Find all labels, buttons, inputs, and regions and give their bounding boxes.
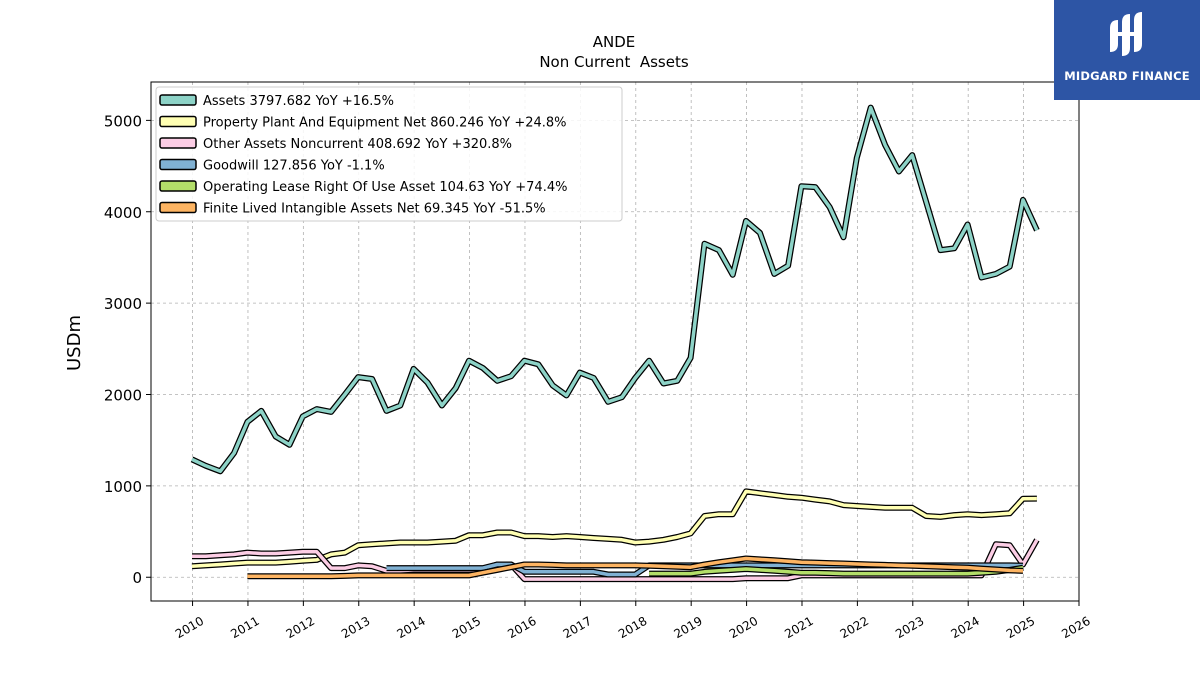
legend-label: Finite Lived Intangible Assets Net 69.34… bbox=[203, 202, 546, 217]
legend-swatch bbox=[159, 115, 197, 128]
x-tick-label: 2017 bbox=[561, 614, 594, 641]
chart-subtitle: Non Current Assets bbox=[539, 53, 689, 71]
x-tick-label: 2025 bbox=[1004, 614, 1037, 641]
legend-swatch bbox=[159, 137, 197, 149]
y-axis-label: USDm bbox=[64, 315, 85, 371]
chart-title: ANDE bbox=[593, 33, 636, 51]
series-line bbox=[191, 489, 1037, 569]
legend-swatch bbox=[159, 158, 197, 171]
plot-frame bbox=[150, 81, 1080, 602]
x-tick-label: 2011 bbox=[228, 614, 261, 641]
x-tick-label: 2020 bbox=[727, 614, 760, 641]
logo-text: MIDGARD FINANCE bbox=[1064, 69, 1190, 83]
legend-label: Assets 3797.682 YoY +16.5% bbox=[203, 94, 394, 109]
y-tick-label: 2000 bbox=[104, 386, 142, 404]
x-tick-label: 2013 bbox=[339, 614, 372, 641]
series-operating-lease-right-of-use-asset bbox=[649, 564, 1024, 577]
series-finite-lived-intangible-assets-net bbox=[247, 555, 1024, 580]
legend-label: Property Plant And Equipment Net 860.246… bbox=[203, 116, 567, 131]
x-tick-label: 2014 bbox=[394, 614, 427, 641]
legend-box bbox=[155, 86, 623, 222]
y-tick-label: 0 bbox=[132, 569, 142, 587]
y-tick-label: 3000 bbox=[104, 295, 142, 313]
x-tick-label: 2012 bbox=[284, 614, 317, 641]
series-line bbox=[649, 565, 1024, 576]
legend-swatch bbox=[159, 201, 197, 214]
series-line bbox=[247, 556, 1024, 579]
legend-label: Other Assets Noncurrent 408.692 YoY +320… bbox=[203, 137, 512, 152]
x-tick-label: 2021 bbox=[782, 614, 815, 641]
x-tick-label: 2016 bbox=[505, 614, 538, 641]
y-tick-label: 1000 bbox=[104, 478, 142, 496]
x-tick-label: 2024 bbox=[948, 614, 981, 641]
x-tick-label: 2026 bbox=[1059, 614, 1092, 641]
series-assets bbox=[190, 104, 1040, 475]
legend: Assets 3797.682 YoY +16.5% Property Plant… bbox=[155, 86, 623, 222]
x-tick-label: 2010 bbox=[173, 614, 206, 641]
x-tick-label: 2023 bbox=[893, 614, 926, 641]
x-tick-label: 2022 bbox=[838, 614, 871, 641]
y-tick-label: 4000 bbox=[104, 204, 142, 222]
series-line bbox=[191, 105, 1039, 474]
x-tick-label: 2019 bbox=[671, 614, 704, 641]
legend-label: Goodwill 127.856 YoY -1.1% bbox=[203, 159, 385, 174]
y-tick-label: 5000 bbox=[104, 112, 142, 130]
x-tick-label: 2015 bbox=[450, 614, 483, 641]
legend-label: Operating Lease Right Of Use Asset 104.6… bbox=[203, 180, 567, 195]
series-group bbox=[190, 104, 1040, 583]
legend-swatch bbox=[159, 180, 197, 192]
logo-mark-icon bbox=[1110, 12, 1142, 56]
brand-logo: MIDGARD FINANCE bbox=[1054, 0, 1200, 100]
legend-swatch bbox=[159, 94, 197, 106]
series-property-plant-and-equipment-net bbox=[191, 488, 1037, 570]
x-tick-label: 2018 bbox=[616, 614, 649, 641]
